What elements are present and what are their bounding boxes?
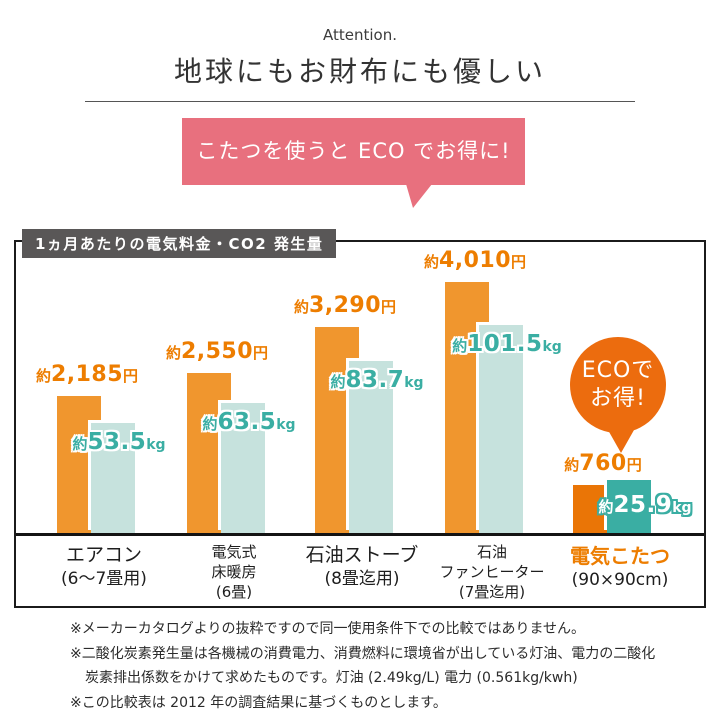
page-title: 地球にもお財布にも優しい xyxy=(173,55,546,88)
category-name: 石油 xyxy=(476,543,507,561)
value-part: 約 xyxy=(72,435,88,453)
eco-badge-circle: ECOで お得! xyxy=(570,337,666,433)
category-label: 電気こたつ (90×90cm) xyxy=(535,543,705,592)
category-note: (6畳) xyxy=(215,583,253,601)
title-divider xyxy=(85,101,635,102)
footnote-line: 炭素排出係数をかけて求めたものです。灯油 (2.49kg/L) 電力 (0.56… xyxy=(85,670,578,686)
footnotes: ※メーカーカタログよりの抜粋ですので同一使用条件下での比較ではありません。 ※二酸… xyxy=(70,617,670,715)
value-part: 約 xyxy=(35,367,51,385)
speech-bubble-tail-icon xyxy=(406,184,432,208)
co2-label: 約53.5kg xyxy=(72,429,165,455)
eco-badge-line2: お得! xyxy=(590,385,646,411)
chart-panel: 1ヵ月あたりの電気料金・CO2 発生量 約2,185円 約53.5kg エアコン (6… xyxy=(14,229,706,608)
category-label: 石油 ファンヒーター (7畳迄用) xyxy=(407,543,577,602)
value-part: kg xyxy=(146,437,166,453)
category-note: (6〜7畳用) xyxy=(61,568,147,589)
value-part: 760 xyxy=(579,451,627,476)
category-note: (7畳迄用) xyxy=(458,583,526,601)
co2-label: 約63.5kg xyxy=(202,409,295,435)
price-label: 約3,290円 xyxy=(294,293,396,318)
footnote-line: ※二酸化炭素発生量は各機械の消費電力、消費燃料に環境省が出している灯油、電力の二… xyxy=(70,645,656,662)
attention-label: Attention. xyxy=(323,26,397,44)
value-part: 約 xyxy=(423,253,439,271)
category-name: 床暖房 xyxy=(211,562,257,581)
x-axis-line xyxy=(16,533,704,536)
price-label: 約2,185円 xyxy=(36,362,138,387)
value-part: 円 xyxy=(381,298,397,316)
plot-area: 約2,185円 約53.5kg エアコン (6〜7畳用) 約2,550円 約63.5kg 電… xyxy=(16,242,704,606)
price-label: 約760円 xyxy=(564,451,641,476)
price-label: 約2,550円 xyxy=(166,339,268,364)
category-name: 石油ストーブ xyxy=(305,544,419,566)
value-part: 約 xyxy=(165,344,181,362)
value-part: 3,290 xyxy=(308,293,382,318)
value-part: 約 xyxy=(452,337,468,355)
value-part: 約 xyxy=(564,456,580,474)
value-part: 4,010 xyxy=(438,248,512,273)
chart-title-tab: 1ヵ月あたりの電気料金・CO2 発生量 xyxy=(22,229,337,258)
category-name: ファンヒーター xyxy=(439,562,545,581)
value-part: 約 xyxy=(202,415,218,433)
eco-badge: ECOで お得! xyxy=(570,337,666,453)
value-part: 101.5 xyxy=(467,331,543,357)
co2-bar xyxy=(479,325,523,533)
eco-badge-line1: ECOで xyxy=(581,358,655,383)
co2-bar xyxy=(349,361,393,533)
value-part: kg xyxy=(672,500,692,516)
footnote-line: ※この比較表は 2012 年の調査結果に基づくものとします。 xyxy=(70,694,447,711)
value-part: 25.9 xyxy=(613,492,673,518)
value-part: 2,185 xyxy=(50,362,124,387)
value-part: kg xyxy=(404,375,424,391)
category-label: 石油ストーブ (8畳迄用) xyxy=(277,543,447,591)
value-part: 63.5 xyxy=(217,409,277,435)
co2-label: 約83.7kg xyxy=(330,367,423,393)
category-name: エアコン xyxy=(65,544,142,566)
speech-bubble: こたつを使うと ECO でお得に! xyxy=(182,118,525,208)
value-part: 約 xyxy=(293,298,309,316)
category-name: 電気こたつ xyxy=(570,544,670,568)
co2-label: 約101.5kg xyxy=(452,331,562,357)
category-note: (90×90cm) xyxy=(571,570,669,590)
category-label: 電気式 床暖房 (6畳) xyxy=(149,543,319,602)
co2-bar xyxy=(221,403,265,533)
value-part: 円 xyxy=(626,456,642,474)
co2-bar xyxy=(91,423,135,533)
value-part: 83.7 xyxy=(345,367,405,393)
co2-label: 約25.9kg xyxy=(598,492,691,518)
category-note: (8畳迄用) xyxy=(324,568,400,589)
speech-bubble-text: こたつを使うと ECO でお得に! xyxy=(196,139,511,163)
category-label: エアコン (6〜7畳用) xyxy=(19,543,189,591)
value-part: 約 xyxy=(598,498,614,516)
value-part: 円 xyxy=(253,344,269,362)
value-part: 円 xyxy=(511,253,527,271)
value-part: 約 xyxy=(330,373,346,391)
value-part: kg xyxy=(542,339,562,355)
value-part: 53.5 xyxy=(87,429,147,455)
value-part: 2,550 xyxy=(180,339,254,364)
price-label: 約4,010円 xyxy=(424,248,526,273)
eco-badge-tail-icon xyxy=(608,430,634,453)
value-part: 円 xyxy=(123,367,139,385)
co2-bar xyxy=(607,480,651,533)
footnote-line: ※メーカーカタログよりの抜粋ですので同一使用条件下での比較ではありません。 xyxy=(70,621,586,637)
value-part: kg xyxy=(276,417,296,433)
category-name: 電気式 xyxy=(211,543,257,561)
